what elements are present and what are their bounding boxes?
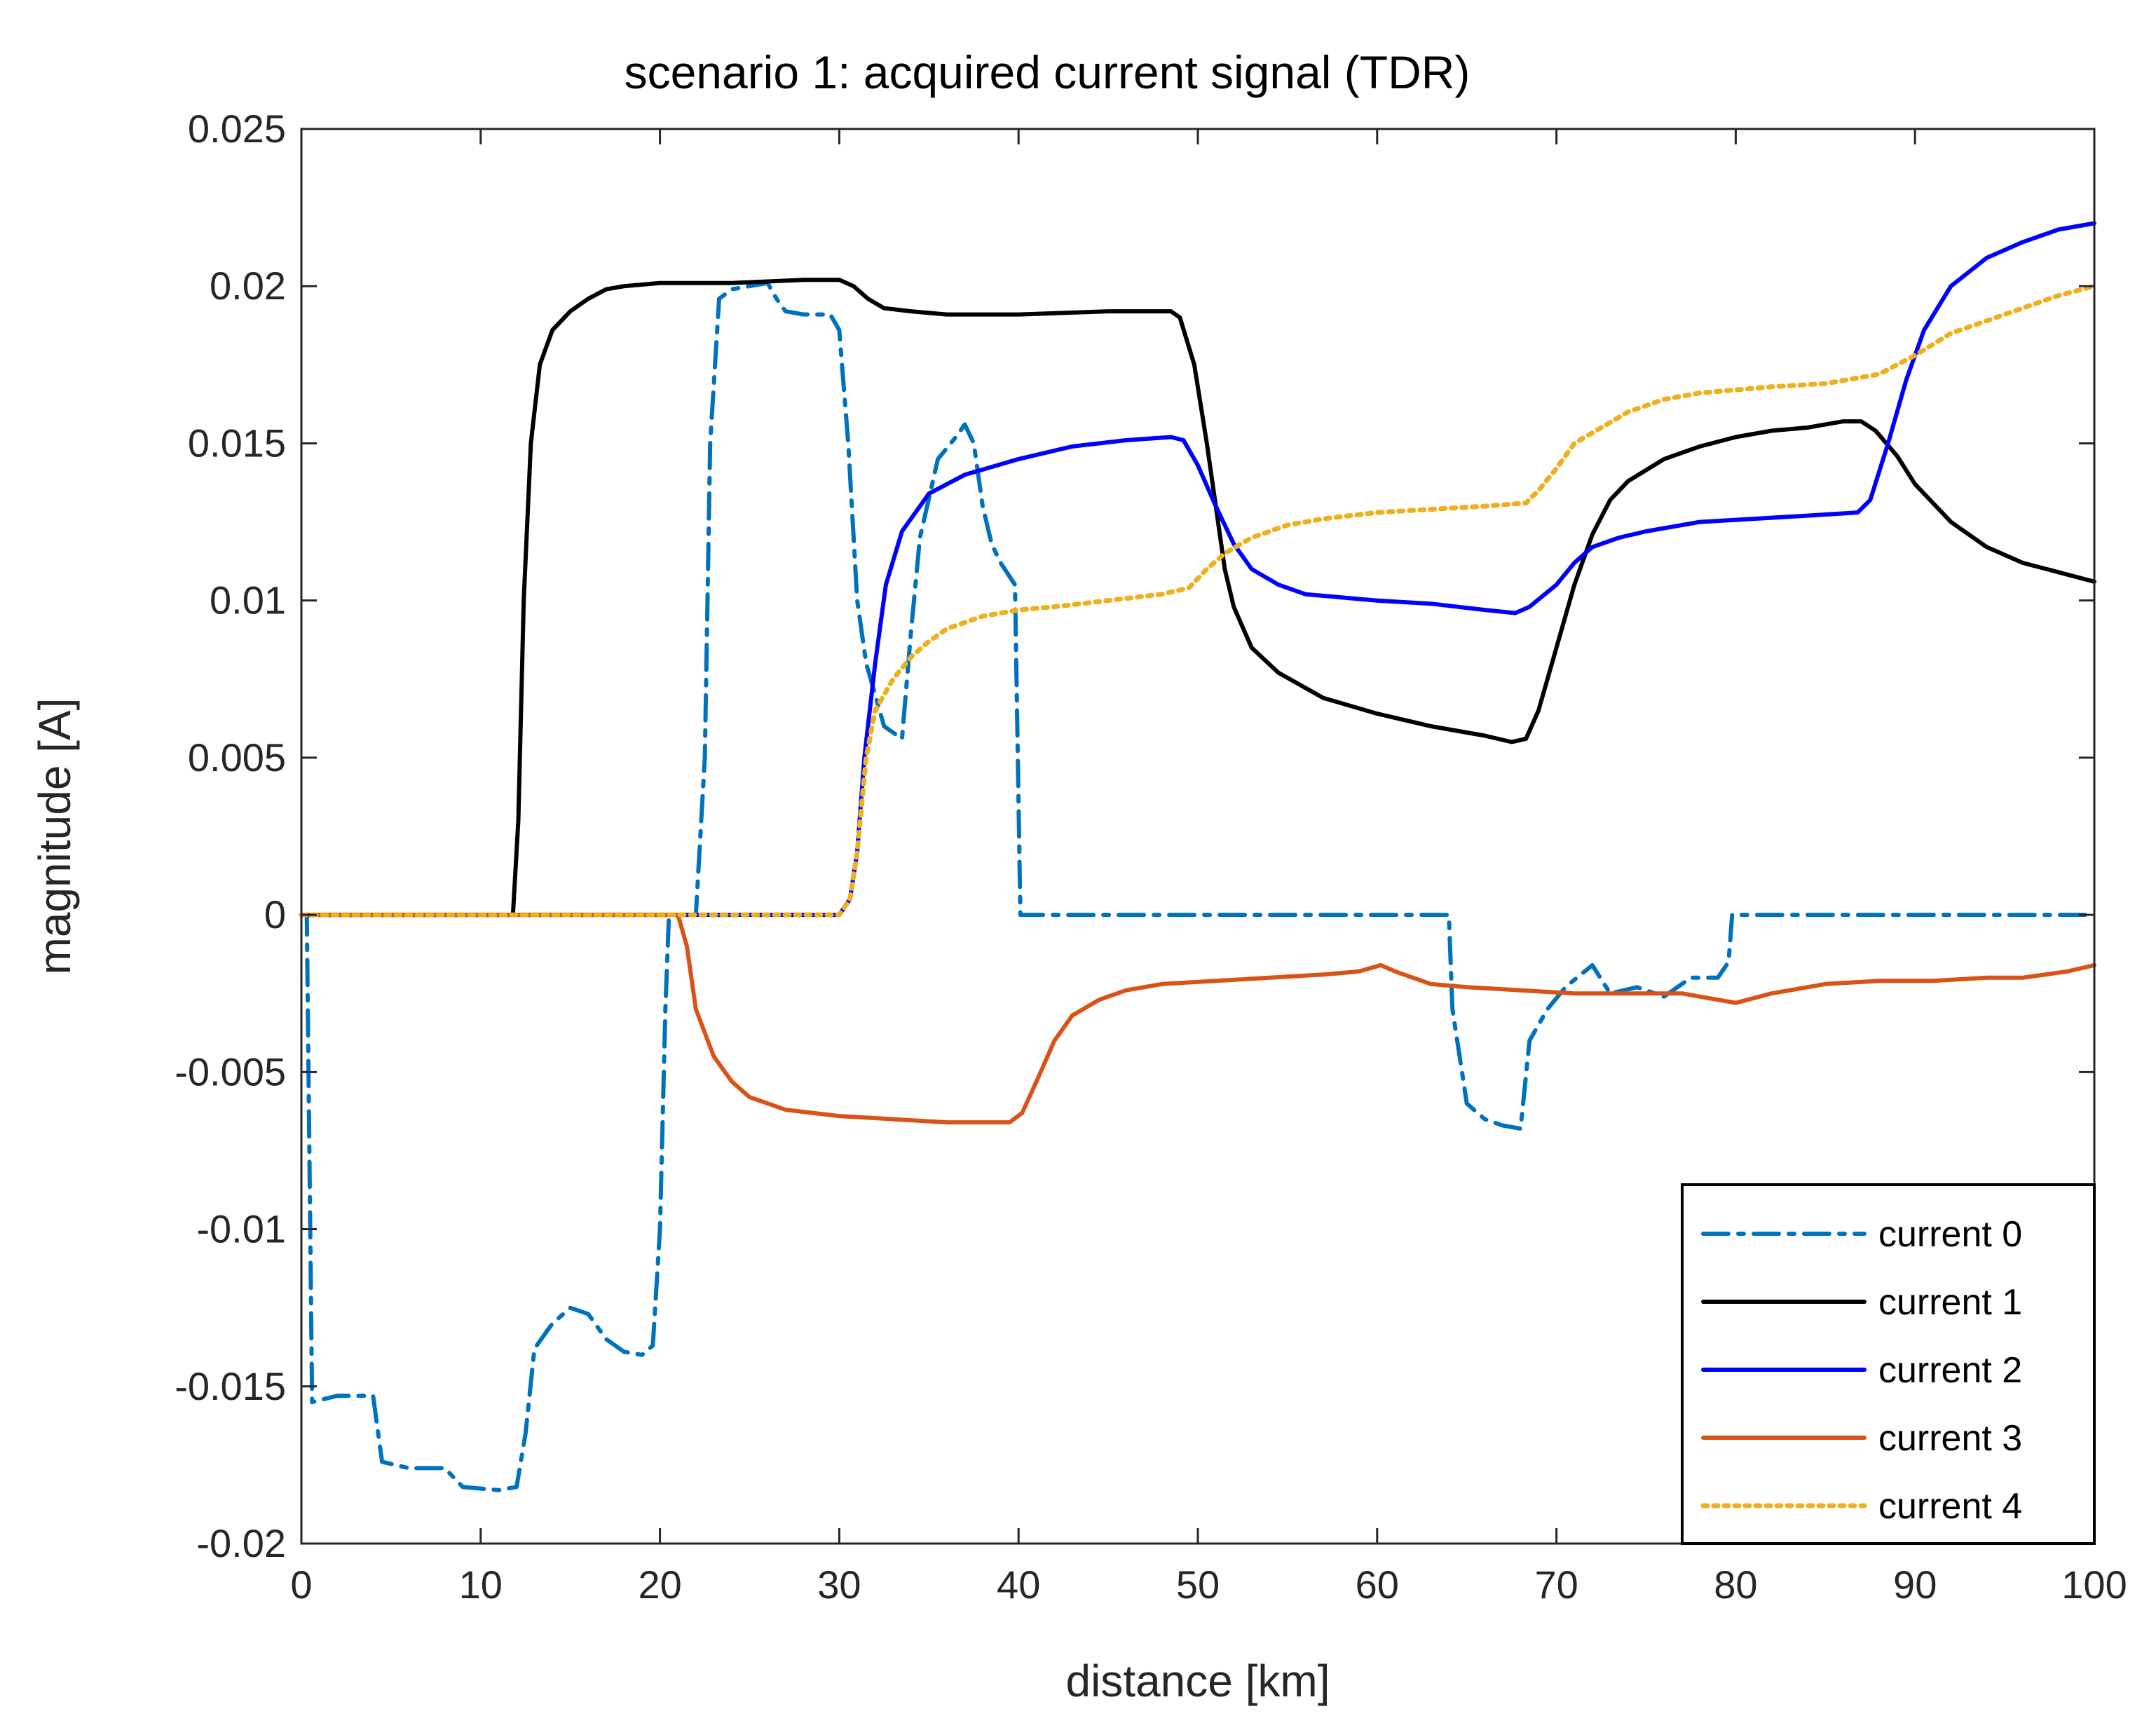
series-line-current-3 [299,913,2096,1125]
x-tick-label: 80 [1714,1562,1757,1607]
y-tick-label: 0.01 [210,578,286,622]
series-line-current-4 [299,283,2097,918]
series-line-current-0 [299,280,2096,1492]
y-tick-label: -0.005 [175,1049,286,1094]
x-tick-label: 10 [459,1562,503,1607]
x-tick-label: 100 [2061,1562,2127,1607]
chart-title: scenario 1: acquired current signal (TDR… [625,46,1471,98]
x-tick-label: 60 [1356,1562,1399,1607]
series-line-current-1 [299,278,2096,918]
y-tick-label: 0.005 [188,735,286,779]
x-tick-label: 70 [1534,1562,1578,1607]
legend-label: current 1 [1878,1282,2022,1323]
y-tick-label: 0.02 [210,264,286,308]
legend-label: current 3 [1878,1418,2022,1459]
x-tick-label: 90 [1893,1562,1937,1607]
y-tick-label: -0.01 [196,1207,286,1251]
legend-label: current 2 [1878,1350,2022,1391]
x-axis-label: distance [km] [1065,1656,1330,1706]
y-tick-label: -0.02 [196,1521,286,1565]
legend-label: current 4 [1878,1486,2022,1527]
y-axis-label: magnitude [A] [29,698,80,975]
y-tick-label: 0.015 [188,421,286,465]
tick-labels-layer: 0 10 20 30 40 50 60 70 80 90 100 -0.02 -0.015 -0.01 -0… [175,107,2127,1607]
x-tick-label: 0 [290,1562,312,1607]
x-tick-label: 40 [997,1562,1040,1607]
legend-label: current 0 [1878,1214,2022,1255]
legend: current 0 current 1 current 2 current 3 curr… [1681,1183,2096,1545]
x-tick-label: 20 [638,1562,681,1607]
y-tick-label: 0 [264,892,286,937]
legend-box [1681,1183,2096,1545]
x-tick-label: 50 [1176,1562,1220,1607]
legend-items: current 0 current 1 current 2 current 3 curr… [1700,1214,2022,1527]
x-tick-label: 30 [817,1562,861,1607]
y-tick-label: 0.025 [188,107,286,151]
y-tick-label: -0.015 [175,1364,286,1408]
series-line-current-2 [299,221,2096,918]
series-layer [299,221,2097,1492]
